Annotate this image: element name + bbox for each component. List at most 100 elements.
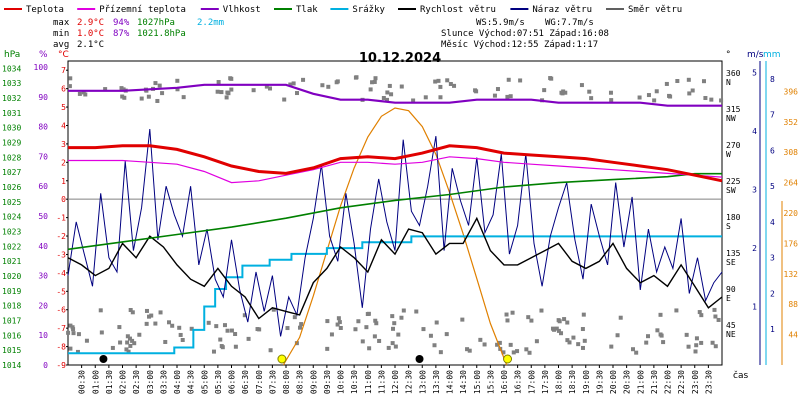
wind-direction-point bbox=[167, 320, 172, 325]
wind-direction-point bbox=[117, 325, 122, 330]
wind-direction-point bbox=[366, 311, 371, 316]
wind-direction-point bbox=[125, 340, 130, 345]
dir-deg-label: 225 bbox=[726, 177, 741, 186]
wind-direction-point bbox=[580, 327, 585, 332]
x-tick-label: 06:30 bbox=[241, 370, 250, 394]
dir-deg-label: 315 bbox=[726, 105, 741, 114]
wind-direction-point bbox=[299, 322, 304, 327]
wind-direction-point bbox=[609, 344, 614, 349]
temp-tick-label: 0 bbox=[61, 195, 66, 204]
wind-direction-point bbox=[367, 346, 372, 351]
wind-direction-point bbox=[576, 342, 581, 347]
stat-min-press: 1021.8hPa bbox=[137, 29, 186, 39]
wind-direction-point bbox=[220, 345, 225, 350]
wind-direction-point bbox=[580, 345, 585, 350]
wind-direction-point bbox=[77, 91, 82, 96]
wind-direction-point bbox=[608, 90, 613, 95]
dir-name-label: NW bbox=[726, 114, 736, 123]
rad-tick-label: 132 bbox=[784, 270, 799, 279]
wind-direction-point bbox=[508, 342, 513, 347]
wind-direction-point bbox=[518, 78, 523, 83]
wind-direction-point bbox=[690, 88, 695, 93]
hpa-tick-label: 1034 bbox=[2, 64, 21, 73]
ms-tick-label: 4 bbox=[752, 127, 757, 136]
hpa-axis-title: hPa bbox=[4, 50, 20, 60]
wind-direction-point bbox=[255, 327, 260, 332]
wind-direction-point bbox=[373, 76, 378, 81]
wind-direction-point bbox=[652, 98, 657, 103]
wind-direction-point bbox=[298, 325, 303, 330]
wind-direction-point bbox=[337, 320, 342, 325]
wind-direction-point bbox=[389, 92, 394, 97]
wind-direction-point bbox=[504, 312, 509, 317]
x-tick-label: 01:00 bbox=[91, 370, 100, 394]
hpa-tick-label: 1021 bbox=[2, 257, 21, 266]
x-axis-title: čas bbox=[733, 370, 748, 381]
wind-direction-point bbox=[391, 326, 396, 331]
wind-direction-point bbox=[206, 320, 211, 325]
ms-tick-label: 3 bbox=[752, 186, 757, 195]
legend-label-1: Přízemní teplota bbox=[99, 5, 186, 15]
wind-direction-point bbox=[661, 340, 666, 345]
moon-marker bbox=[99, 355, 108, 363]
axis-titles: hPa % °C ° m/s mm čas bbox=[4, 50, 781, 381]
pct-tick-label: 20 bbox=[38, 301, 48, 310]
wind-direction-point bbox=[149, 313, 154, 318]
stats-block: max 2.9°C 94% 1027hPa 2.2mm min 1.0°C 87… bbox=[53, 18, 224, 50]
hpa-tick-label: 1032 bbox=[2, 94, 21, 103]
legend-label-5: Rychlost větru bbox=[420, 5, 496, 15]
wind-direction-point bbox=[579, 83, 584, 88]
wind-direction-point bbox=[713, 314, 718, 319]
wind-direction-point bbox=[103, 87, 108, 92]
wind-direction-point bbox=[374, 321, 379, 326]
wind-tick-label: 7 bbox=[770, 111, 775, 120]
stat-min-temp: 1.0°C bbox=[77, 29, 104, 39]
hpa-tick-label: 1029 bbox=[2, 139, 21, 148]
x-tick-label: 09:00 bbox=[309, 370, 318, 394]
x-tick-label: 02:30 bbox=[132, 370, 141, 394]
wind-direction-point bbox=[132, 341, 137, 346]
hpa-tick-label: 1031 bbox=[2, 109, 21, 118]
wind-direction-point bbox=[177, 325, 182, 330]
wind-direction-point bbox=[438, 350, 443, 355]
wind-direction-point bbox=[694, 343, 699, 348]
wind-tick-label: 6 bbox=[770, 146, 775, 155]
wind-direction-point bbox=[434, 320, 439, 325]
wind-direction-point bbox=[68, 76, 73, 81]
x-tick-label: 18:30 bbox=[568, 370, 577, 394]
temp-tick-label: -9 bbox=[56, 361, 66, 370]
wind-direction-point bbox=[189, 326, 194, 331]
wind-direction-point bbox=[465, 347, 470, 352]
x-tick-label: 08:00 bbox=[282, 370, 291, 394]
wind-direction-point bbox=[542, 88, 547, 93]
wind-direction-point bbox=[684, 332, 689, 337]
wind-direction-point bbox=[163, 339, 168, 344]
wind-direction-point bbox=[282, 97, 287, 102]
wind-direction-point bbox=[615, 333, 620, 338]
wind-direction-point bbox=[214, 324, 219, 329]
hpa-tick-label: 1018 bbox=[2, 302, 21, 311]
wind-direction-point bbox=[271, 307, 276, 312]
wind-direction-point bbox=[497, 340, 502, 345]
pressure-line bbox=[67, 172, 722, 251]
wind-direction-point bbox=[110, 345, 115, 350]
x-tick-label: 23:30 bbox=[704, 370, 713, 394]
wind-direction-point bbox=[444, 332, 449, 337]
wind-direction-point bbox=[433, 79, 438, 84]
wind-direction-point bbox=[66, 330, 71, 335]
x-tick-label: 06:00 bbox=[228, 370, 237, 394]
x-tick-label: 11:30 bbox=[377, 370, 386, 394]
wind-direction-point bbox=[492, 93, 497, 98]
hpa-tick-label: 1027 bbox=[2, 168, 21, 177]
hpa-tick-label: 1022 bbox=[2, 242, 21, 251]
hpa-tick-label: 1028 bbox=[2, 153, 21, 162]
x-tick-label: 00:30 bbox=[78, 370, 87, 394]
stat-min-hum: 87% bbox=[113, 29, 130, 39]
wind-direction-point bbox=[242, 313, 247, 318]
wind-direction-point bbox=[609, 98, 614, 103]
pct-tick-label: 40 bbox=[38, 242, 48, 251]
wind-direction-point bbox=[268, 86, 273, 91]
wind-direction-point bbox=[432, 343, 437, 348]
wind-direction-point bbox=[160, 91, 165, 96]
plot-area bbox=[66, 60, 724, 366]
